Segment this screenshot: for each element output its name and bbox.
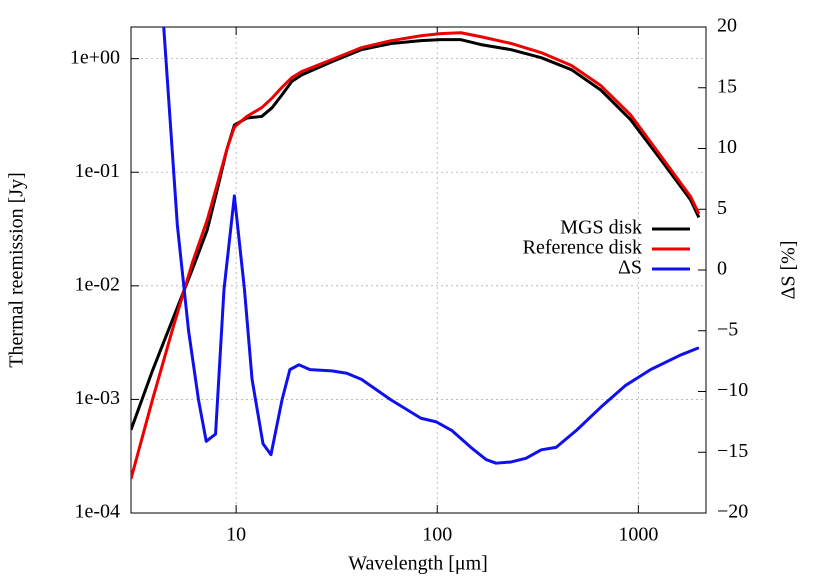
- y2-tick-label: −5: [717, 318, 738, 340]
- legend-label: Reference disk: [523, 237, 642, 259]
- y2-tick-label: −20: [717, 501, 748, 523]
- y2-tick-label: −15: [717, 440, 748, 462]
- y-tick-label: 1e+00: [70, 46, 120, 68]
- legend-label: ΔS: [618, 257, 642, 279]
- y2-tick-label: 10: [717, 136, 737, 158]
- data-line: [131, 31, 701, 480]
- y-tick-label: 1e-01: [74, 160, 120, 182]
- y-tick-label: 1e-03: [74, 387, 120, 409]
- y2-tick-label: 5: [717, 197, 727, 219]
- legend-label: MGS disk: [560, 217, 642, 239]
- y2-tick-label: 15: [717, 75, 737, 97]
- plot-frame: [130, 26, 707, 514]
- data-line: [131, 38, 701, 431]
- y2-tick-label: 0: [717, 258, 727, 280]
- data-line: [162, 27, 700, 465]
- x-tick-label: 100: [422, 524, 452, 546]
- x-tick-label: 1000: [618, 524, 658, 546]
- y2-tick-label: −10: [717, 379, 748, 401]
- y2-axis-label: ΔS [%]: [778, 241, 800, 300]
- x-axis-label: Wavelength [μm]: [348, 553, 488, 575]
- y-tick-label: 1e-04: [74, 501, 120, 523]
- plot-area: [131, 27, 701, 480]
- y-axis-label: Thermal reemission [Jy]: [6, 172, 28, 368]
- x-tick-label: 10: [226, 524, 246, 546]
- y2-tick-label: 20: [717, 15, 737, 37]
- y-tick-label: 1e-02: [74, 273, 120, 295]
